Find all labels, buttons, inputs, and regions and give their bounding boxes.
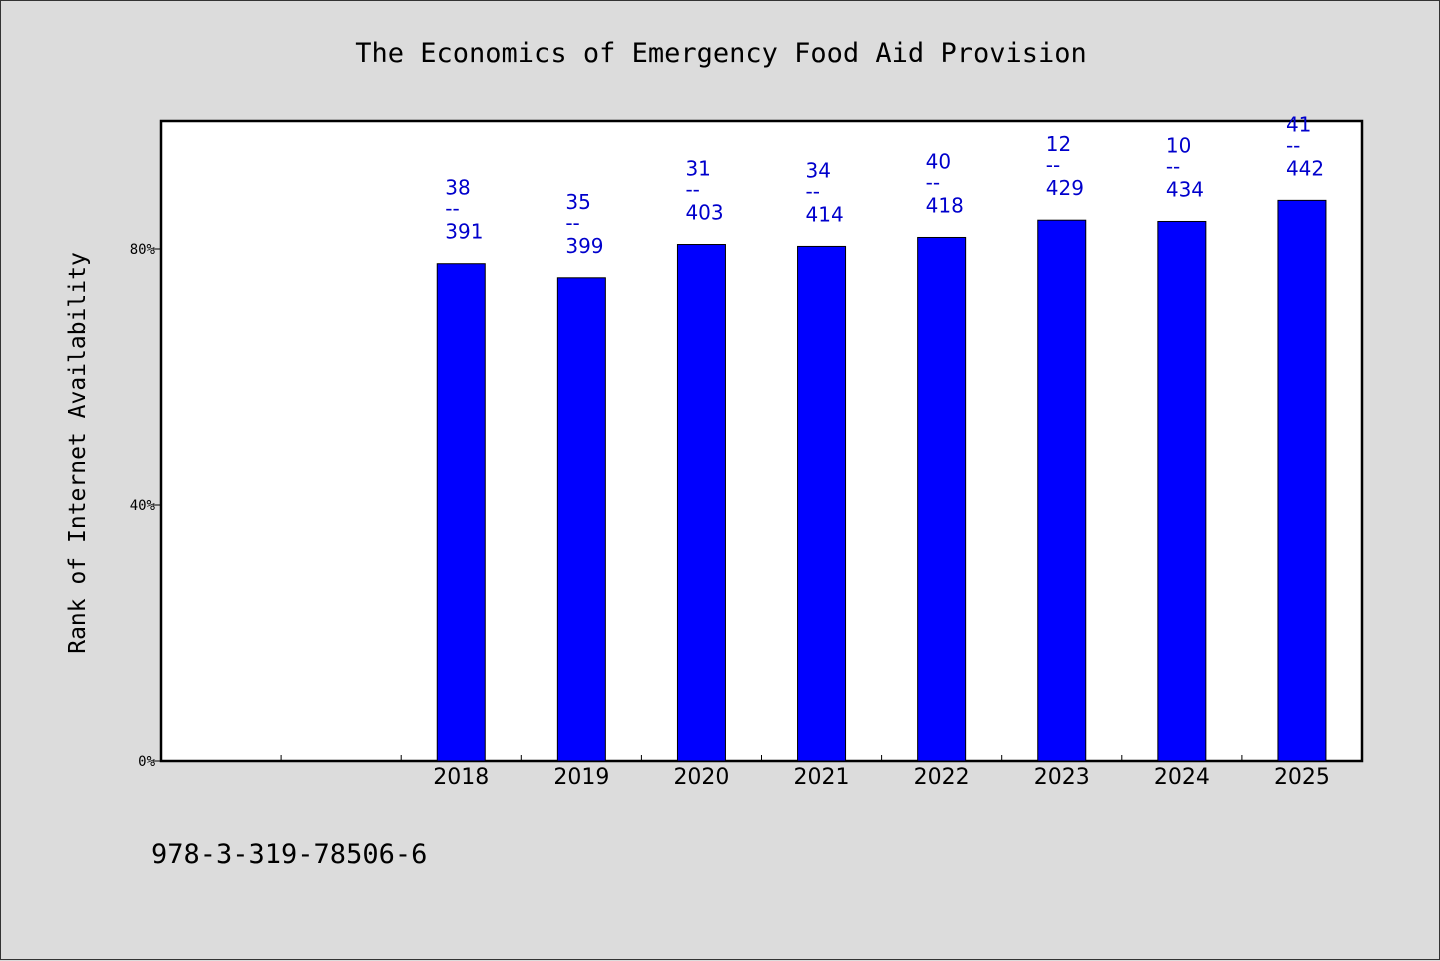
data-label-total: 434 xyxy=(1166,177,1204,201)
data-label-total: 418 xyxy=(926,193,964,217)
data-label-separator: -- xyxy=(806,179,820,203)
data-label-total: 414 xyxy=(806,202,844,226)
x-tick-label: 2020 xyxy=(673,765,729,790)
data-label-separator: -- xyxy=(926,170,940,194)
x-tick-label: 2019 xyxy=(553,765,609,790)
data-label-separator: -- xyxy=(1166,154,1180,178)
x-tick-label: 2023 xyxy=(1034,765,1090,790)
data-label-rank: 10 xyxy=(1166,133,1191,157)
data-label-separator: -- xyxy=(565,211,579,235)
x-tick-label: 2025 xyxy=(1274,765,1330,790)
data-label-total: 429 xyxy=(1046,176,1084,200)
bars xyxy=(436,199,1327,762)
x-tick-label: 2024 xyxy=(1154,765,1210,790)
data-label-total: 403 xyxy=(685,201,723,225)
data-label-rank: 40 xyxy=(926,149,951,173)
data-label-separator: -- xyxy=(1286,133,1300,157)
data-label-separator: -- xyxy=(445,197,459,221)
bar-2019 xyxy=(556,277,606,762)
y-axis-ticks: 0% 40% 80% xyxy=(130,242,161,770)
x-axis-ticks: 2018 2019 2020 2021 2022 2023 2024 2025 xyxy=(280,755,1330,790)
isbn-footer: 978-3-319-78506-6 xyxy=(151,839,427,870)
bar-2025 xyxy=(1277,199,1327,762)
data-label-rank: 35 xyxy=(565,190,590,214)
data-label-total: 399 xyxy=(565,234,603,258)
data-label-rank: 12 xyxy=(1046,132,1071,156)
data-label-separator: -- xyxy=(685,178,699,202)
bar-2023 xyxy=(1037,219,1087,762)
chart-title: The Economics of Emergency Food Aid Prov… xyxy=(355,38,1087,69)
bar-2020 xyxy=(676,244,726,762)
x-tick-label: 2018 xyxy=(433,765,489,790)
data-label-rank: 31 xyxy=(685,157,710,181)
bar-2021 xyxy=(797,245,847,762)
bar-2024 xyxy=(1157,220,1207,762)
y-tick-label: 80% xyxy=(130,242,156,258)
x-tick-label: 2021 xyxy=(794,765,850,790)
data-label-separator: -- xyxy=(1046,153,1060,177)
data-label-rank: 41 xyxy=(1286,112,1311,136)
x-tick-label: 2022 xyxy=(914,765,970,790)
data-label-total: 442 xyxy=(1286,156,1324,180)
y-tick-label: 0% xyxy=(138,754,155,770)
bar-2022 xyxy=(917,236,967,762)
data-label-rank: 38 xyxy=(445,176,470,200)
data-labels: 38--39135--39931--40334--41440--41812--4… xyxy=(445,112,1324,257)
y-axis-label: Rank of Internet Availability xyxy=(65,252,91,654)
y-tick-label: 40% xyxy=(130,498,156,514)
data-label-total: 391 xyxy=(445,220,483,244)
bar-2018 xyxy=(436,263,486,762)
data-label-rank: 34 xyxy=(806,158,831,182)
